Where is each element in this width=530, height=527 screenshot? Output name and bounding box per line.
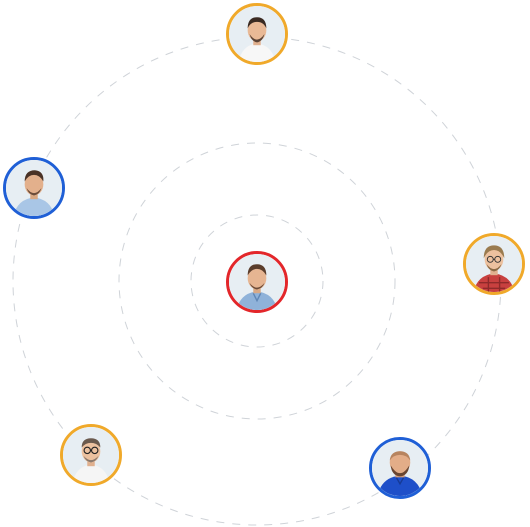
avatar-man-glasses-white-shirt-icon (63, 427, 119, 483)
avatar-man-denim-shirt-icon (229, 254, 285, 310)
avatar-man-red-plaid-shirt-icon (466, 236, 522, 292)
avatar-bottom-right[interactable] (369, 437, 431, 499)
avatar-left[interactable] (3, 157, 65, 219)
avatar-center[interactable] (226, 251, 288, 313)
avatar-bottom-left[interactable] (60, 424, 122, 486)
avatar-man-white-shirt-icon (229, 6, 285, 62)
avatar-man-light-blue-shirt-icon (6, 160, 62, 216)
avatar-man-blue-polo-icon (372, 440, 428, 496)
middle-orbit-ring (118, 142, 396, 420)
avatar-top[interactable] (226, 3, 288, 65)
avatar-right[interactable] (463, 233, 525, 295)
inner-orbit-ring (190, 214, 324, 348)
